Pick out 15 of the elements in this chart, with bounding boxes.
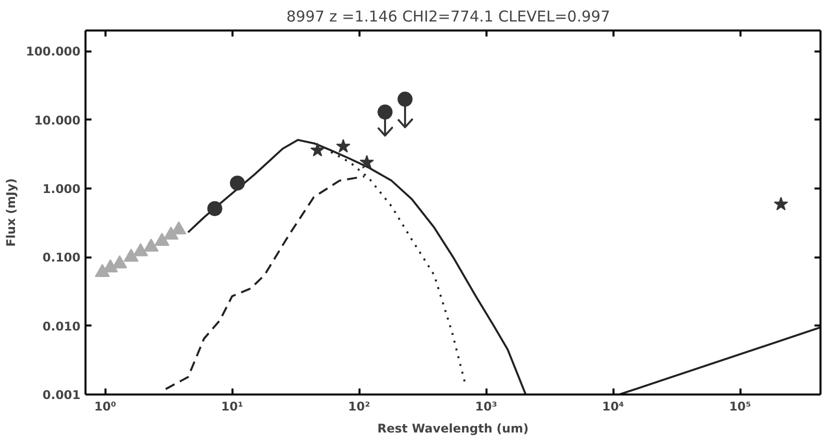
y-axis-title: Flux (mJy) xyxy=(4,178,18,247)
x-axis-title: Rest Wavelength (um) xyxy=(377,422,529,436)
y-tick-label: 0.100 xyxy=(42,250,81,265)
y-tick-label: 0.001 xyxy=(42,388,81,402)
x-tick-label: 10⁰ xyxy=(94,400,116,414)
x-tick-label: 10³ xyxy=(475,400,498,414)
x-tick-label: 10⁴ xyxy=(602,400,624,414)
y-tick-label: 1.000 xyxy=(42,182,81,196)
y-tick-label: 0.010 xyxy=(42,319,81,334)
x-tick-label: 10² xyxy=(348,400,370,414)
y-tick-label: 10.000 xyxy=(34,113,81,128)
x-tick-label: 10¹ xyxy=(221,400,244,414)
chart-title: 8997 z =1.146 CHI2=774.1 CLEVEL=0.997 xyxy=(286,8,610,26)
y-tick-label: 100.000 xyxy=(26,44,80,59)
x-tick-label: 10⁵ xyxy=(729,400,752,414)
